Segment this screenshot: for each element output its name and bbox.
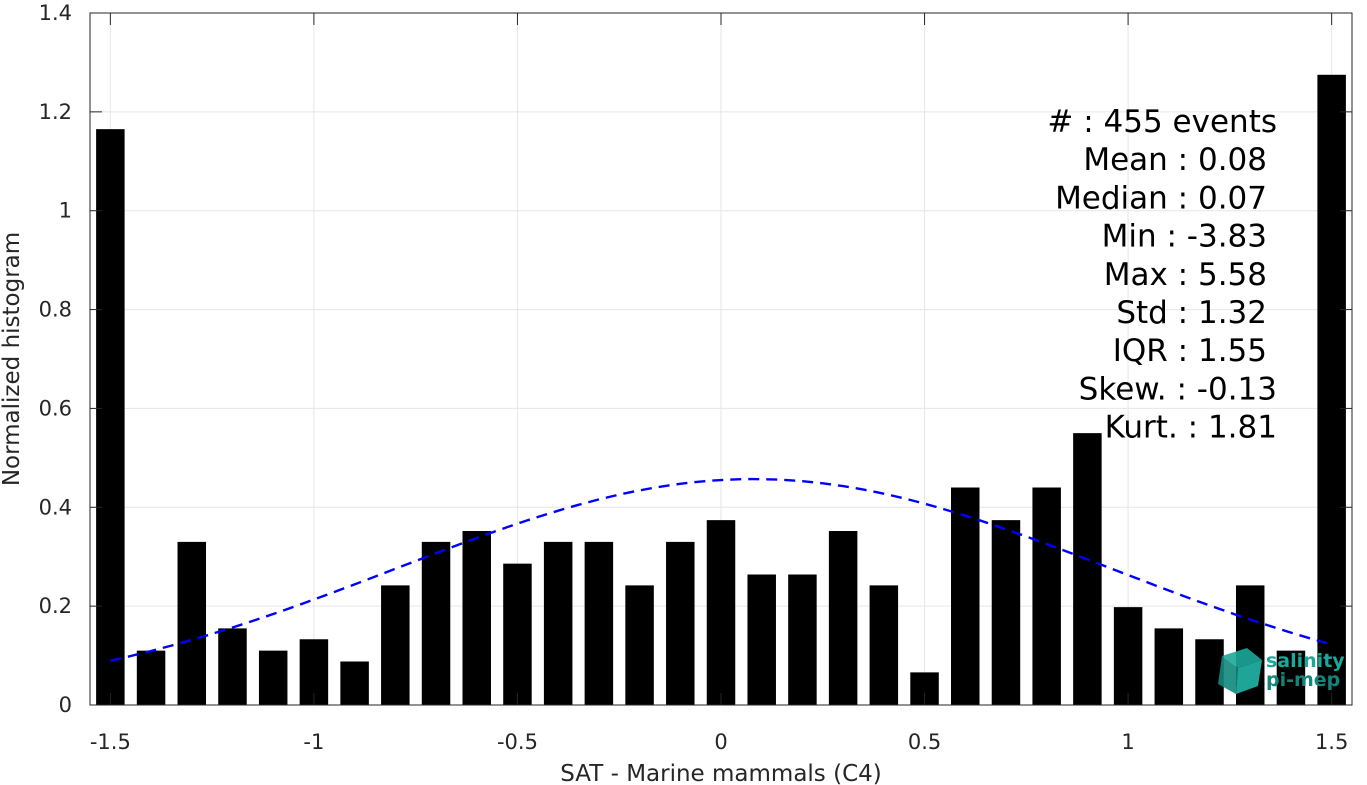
normal-fit-curve: [110, 477, 1332, 662]
x-tick-label: 0.5: [908, 730, 941, 754]
histogram-bar: [421, 541, 451, 705]
histogram-bar: [1073, 433, 1102, 705]
y-tick-label: 0.8: [39, 298, 72, 322]
logo-cube-icon: [1218, 648, 1262, 694]
histogram-bar: [340, 661, 369, 705]
histogram-bar: [543, 541, 573, 705]
y-tick-label: 0.6: [39, 396, 72, 420]
stat-line: Kurt. : 1.81: [1105, 410, 1277, 446]
histogram-bar: [177, 541, 207, 705]
histogram-bar: [1276, 650, 1306, 705]
x-tick-label: 1.5: [1315, 730, 1348, 754]
stat-line: # : 455 events: [1047, 104, 1277, 140]
histogram-bar: [869, 585, 899, 705]
histogram-bar: [951, 487, 980, 705]
x-tick-label: -1: [303, 730, 324, 754]
histogram-bar: [462, 531, 491, 705]
histogram-bar: [503, 563, 532, 705]
y-axis-label: Normalized histogram: [0, 232, 25, 486]
histogram-bar: [828, 531, 858, 705]
histogram-bar: [1195, 639, 1224, 705]
stat-line: Skew. : -0.13: [1079, 371, 1277, 407]
x-tick-labels: -1.5 -1 -0.5 0 0.5 1 1.5: [90, 730, 1348, 754]
stat-line: Max : 5.58: [1104, 257, 1267, 293]
histogram-bar: [788, 574, 817, 705]
y-tick-label: 0: [59, 693, 72, 717]
histogram-bar: [218, 628, 247, 705]
histogram-bar: [1154, 628, 1184, 705]
y-tick-label: 1.4: [39, 1, 72, 25]
histogram-bar: [706, 520, 736, 705]
logo-text-pimep: pi-mep: [1266, 669, 1340, 691]
histogram-bar: [136, 650, 166, 705]
stat-line: IQR : 1.55: [1113, 333, 1267, 369]
y-tick-label: 1: [59, 199, 72, 223]
histogram-bar: [1317, 74, 1346, 706]
histogram-bar: [747, 574, 776, 705]
histogram-bar: [1032, 487, 1061, 705]
y-tick-label: 1.2: [39, 100, 72, 124]
histogram-bar: [991, 520, 1021, 705]
histogram-bar: [625, 585, 654, 705]
y-tick-labels: 0 0.2 0.4 0.6 0.8 1 1.2 1.4: [39, 1, 72, 717]
x-tick-label: 0: [714, 730, 727, 754]
salinity-pimep-logo: salinity pi-mep: [1218, 648, 1345, 694]
histogram-bars: [96, 74, 1346, 706]
stat-line: Median : 0.07: [1055, 180, 1267, 216]
histogram-bar: [1113, 607, 1143, 705]
grid-lines: [90, 12, 1352, 706]
stat-line: Min : -3.83: [1102, 219, 1267, 255]
histogram-bar: [381, 585, 410, 705]
histogram-bar: [584, 541, 614, 705]
axis-ticks: [90, 12, 1352, 706]
stat-line: Mean : 0.08: [1083, 142, 1267, 178]
x-tick-label: -0.5: [497, 730, 538, 754]
x-axis-label: SAT - Marine mammals (C4): [560, 761, 882, 785]
histogram-bar: [666, 541, 695, 705]
histogram-bar: [258, 650, 288, 705]
histogram-bar: [96, 129, 125, 705]
logo-text-salinity: salinity: [1266, 650, 1345, 672]
y-tick-label: 0.4: [39, 495, 72, 519]
x-tick-label: -1.5: [90, 730, 131, 754]
y-tick-label: 0.2: [39, 594, 72, 618]
stat-line: Std : 1.32: [1116, 295, 1267, 331]
x-tick-label: 1: [1121, 730, 1134, 754]
